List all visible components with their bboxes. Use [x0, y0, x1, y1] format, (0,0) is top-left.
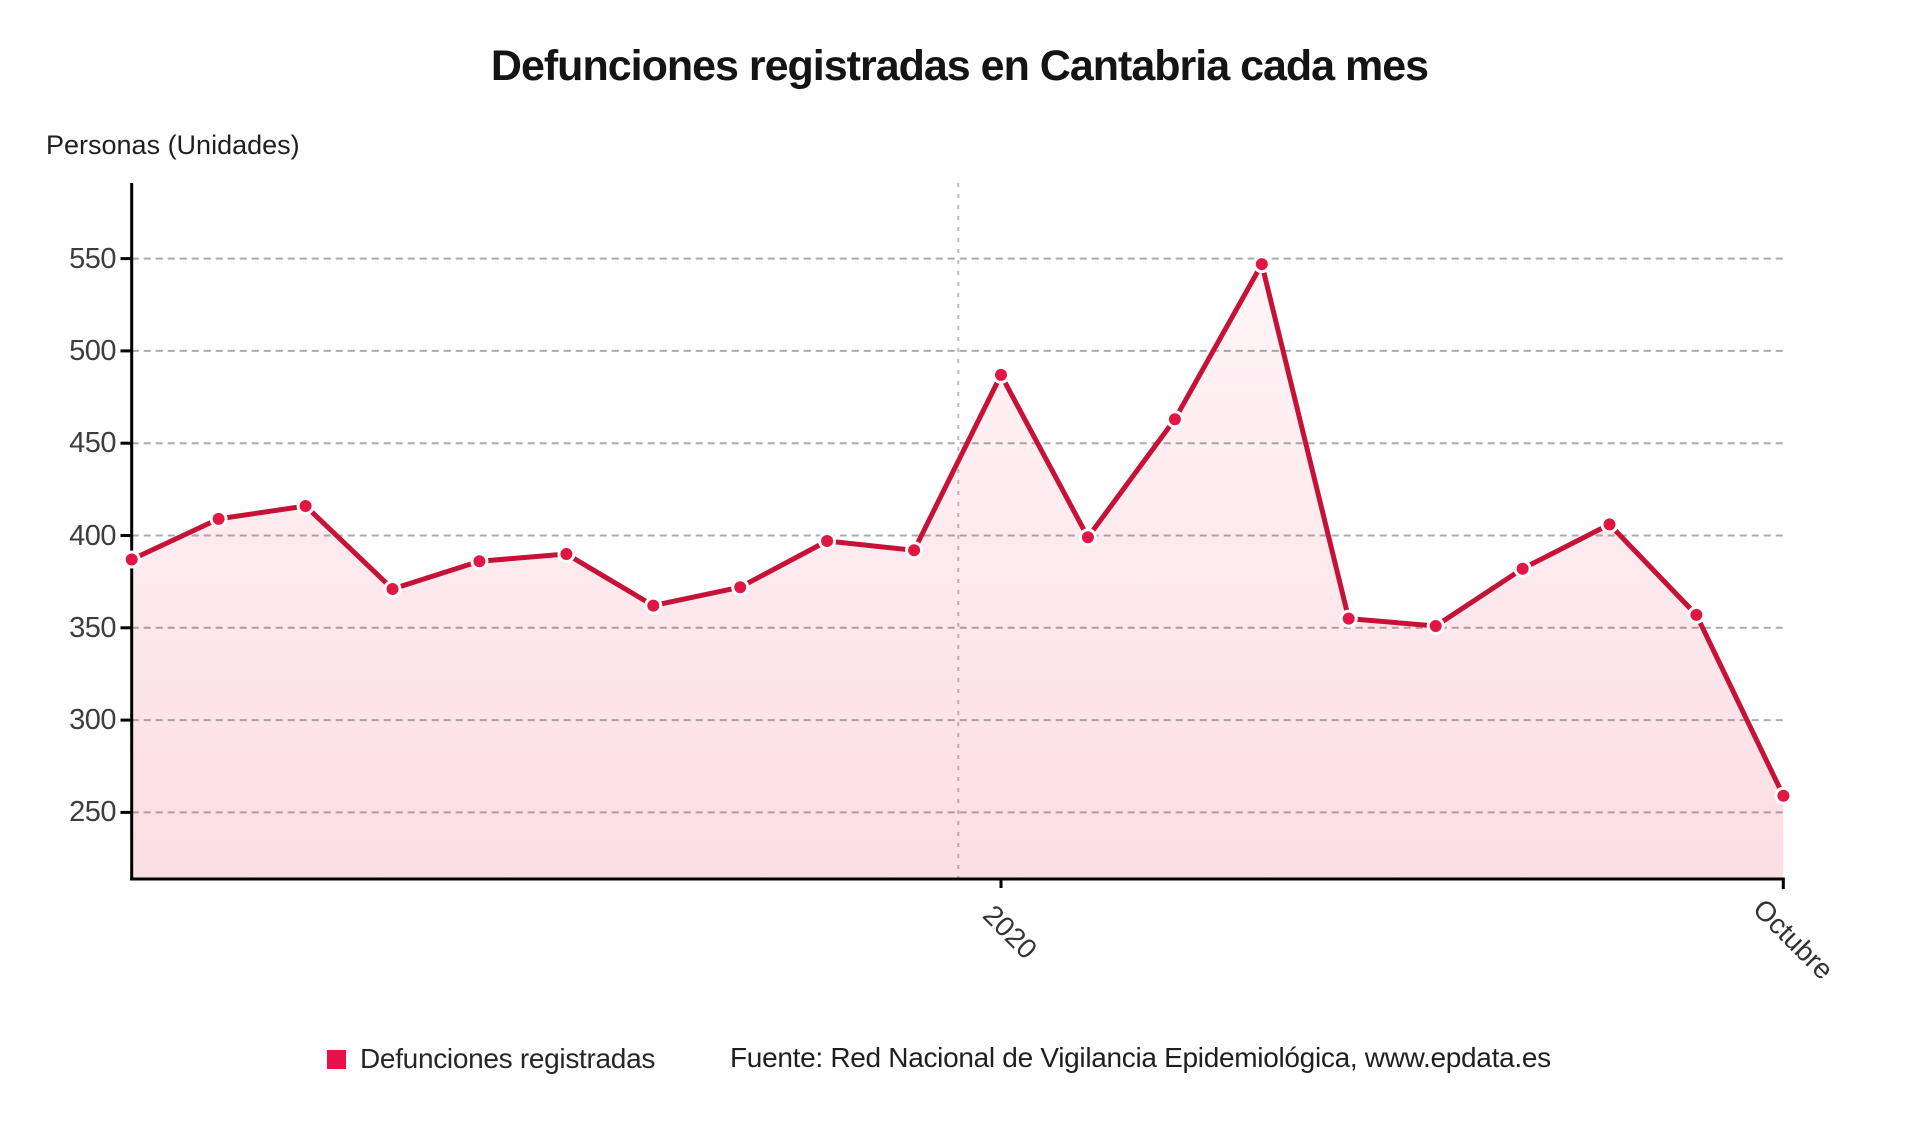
y-tick-mark-500	[120, 349, 132, 353]
data-point-17-value-382	[1513, 559, 1532, 578]
data-point-18-value-406	[1600, 515, 1619, 534]
data-point-4-value-371	[383, 580, 402, 598]
data-point-8-value-372	[731, 578, 750, 597]
data-point-20-value-259	[1774, 786, 1793, 805]
data-point-7-value-362	[644, 596, 663, 615]
y-tick-label-400: 400	[69, 519, 116, 552]
y-tick-mark-250	[120, 810, 132, 814]
data-point-6-value-390	[557, 545, 576, 563]
y-tick-label-500: 500	[69, 334, 116, 367]
data-point-15-value-355	[1339, 609, 1358, 628]
data-point-12-value-399	[1078, 528, 1097, 547]
series-area-fill	[131, 264, 1784, 880]
data-point-1-value-387	[122, 550, 141, 569]
y-tick-mark-450	[120, 441, 132, 445]
legend-swatch-icon	[327, 1049, 346, 1069]
x-tick-mark-2020	[999, 879, 1003, 888]
y-tick-label-550: 550	[69, 242, 116, 275]
data-point-2-value-409	[209, 509, 228, 528]
y-tick-mark-300	[120, 718, 132, 722]
y-tick-mark-400	[120, 534, 132, 537]
data-point-16-value-351	[1426, 617, 1445, 635]
series-line	[129, 261, 1786, 799]
y-tick-mark-550	[120, 257, 132, 261]
y-axis-line	[130, 183, 134, 881]
x-tick-mark-octubre	[1781, 879, 1785, 889]
data-point-9-value-397	[818, 532, 837, 550]
x-axis-line	[130, 877, 1785, 881]
y-tick-mark-350	[120, 626, 132, 630]
y-tick-label-250: 250	[69, 796, 116, 829]
legend: Defunciones registradas	[327, 1043, 655, 1075]
data-point-5-value-386	[470, 552, 489, 571]
data-point-19-value-357	[1687, 605, 1706, 624]
y-axis-label: Personas (Unidades)	[46, 130, 300, 160]
data-point-11-value-487	[992, 365, 1010, 384]
data-point-13-value-463	[1165, 410, 1184, 429]
y-tick-label-350: 350	[69, 611, 116, 644]
y-tick-label-300: 300	[69, 704, 116, 737]
data-point-3-value-416	[296, 497, 315, 515]
data-point-10-value-392	[905, 541, 924, 560]
chart-title: Defunciones registradas en Cantabria cad…	[490, 42, 1429, 90]
source-attribution: Fuente: Red Nacional de Vigilancia Epide…	[730, 1042, 1551, 1073]
legend-label: Defunciones registradas	[360, 1043, 656, 1074]
y-tick-label-450: 450	[69, 427, 116, 460]
data-point-14-value-547	[1252, 255, 1271, 274]
